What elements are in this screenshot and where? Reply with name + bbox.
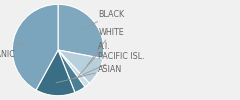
Wedge shape [12, 4, 58, 90]
Wedge shape [58, 4, 104, 59]
Text: ASIAN: ASIAN [56, 65, 123, 83]
Wedge shape [58, 50, 103, 83]
Text: A.I.: A.I. [79, 42, 111, 75]
Wedge shape [58, 50, 89, 87]
Text: PACIFIC ISL.: PACIFIC ISL. [74, 52, 145, 79]
Wedge shape [36, 50, 75, 96]
Text: BLACK: BLACK [84, 10, 124, 29]
Wedge shape [58, 50, 85, 92]
Text: HISPANIC: HISPANIC [0, 42, 26, 59]
Text: WHITE: WHITE [87, 28, 124, 66]
